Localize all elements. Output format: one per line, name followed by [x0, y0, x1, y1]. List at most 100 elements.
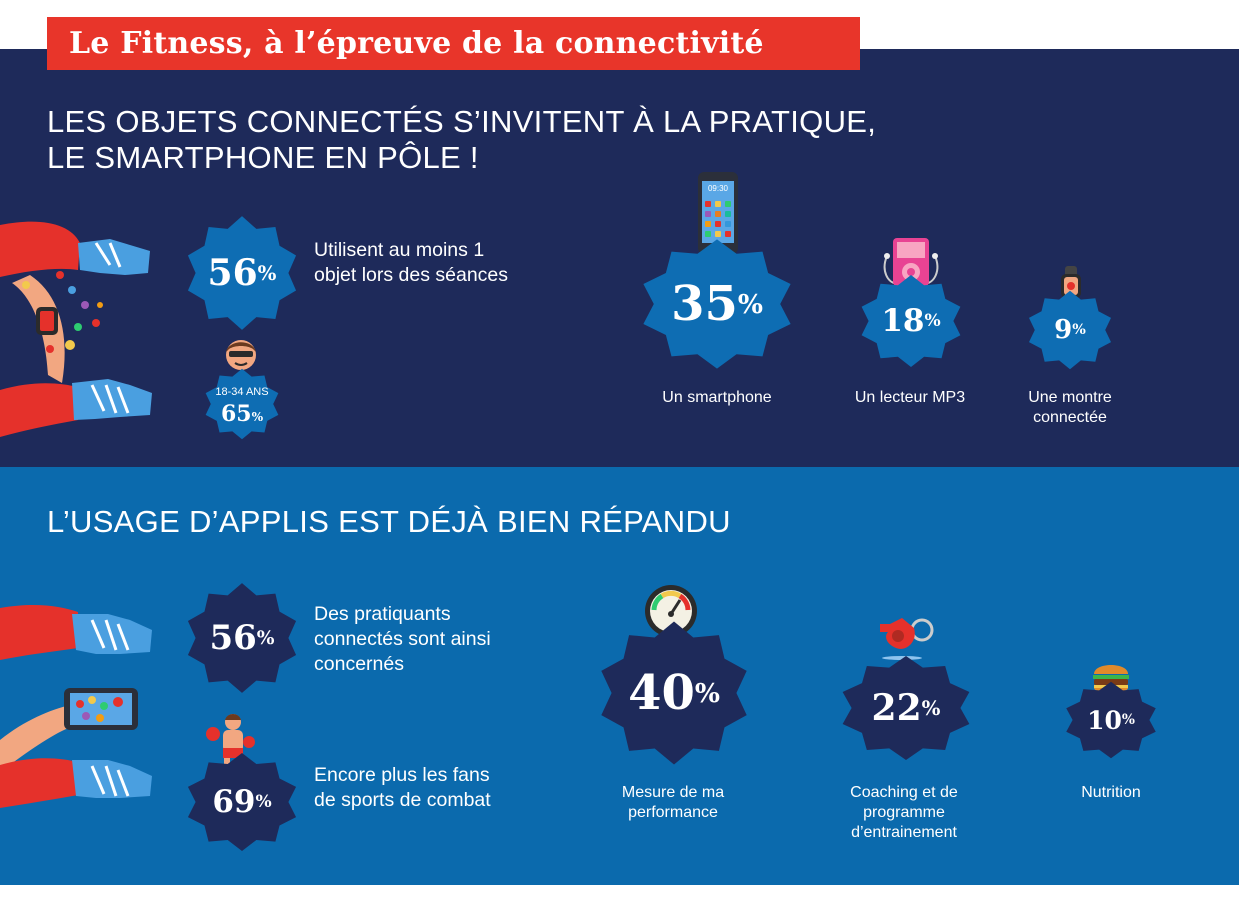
- stat-unit: %: [255, 792, 272, 812]
- device-burst-smartphone: 35%: [638, 238, 796, 370]
- phone-time: 09:30: [708, 184, 729, 193]
- use-label-performance: Mesure de ma performance: [594, 783, 752, 823]
- runner-arm-illustration: [0, 221, 152, 437]
- stat-description-line1: Des pratiquants: [314, 603, 451, 625]
- use-label-coaching: Coaching et de programme d’entrainement: [822, 783, 986, 843]
- starburst-polygon: [643, 239, 791, 369]
- title-banner: Le Fitness, à l’épreuve de la connectivi…: [47, 17, 860, 70]
- stat-value: 69%: [184, 752, 300, 852]
- use-burst-coaching: 22%: [838, 655, 974, 761]
- section1-heading: LES OBJETS CONNECTÉS S’INVITENT À LA PRA…: [47, 104, 876, 176]
- burst-shape: [842, 656, 970, 760]
- page-title: Le Fitness, à l’épreuve de la connectivi…: [69, 26, 764, 61]
- device-label-mp3: Un lecteur MP3: [830, 388, 990, 408]
- use-burst-nutrition: 10%: [1063, 681, 1159, 759]
- stat-unit: %: [1072, 322, 1086, 338]
- stat-number: 65: [220, 400, 252, 427]
- burst-shape: [187, 583, 297, 693]
- stat-value: 22%: [838, 655, 974, 761]
- burst-shape: [1066, 681, 1156, 759]
- label-line1: Un smartphone: [662, 389, 772, 406]
- stat-value: 9%: [1026, 290, 1114, 370]
- stat-number: 18: [881, 303, 925, 339]
- burst-shape: [601, 621, 747, 765]
- label-line1: Un lecteur MP3: [854, 389, 966, 406]
- section2-heading: L’USAGE D’APPLIS EST DÉJÀ BIEN RÉPANDU: [47, 504, 731, 539]
- starburst-polygon: [205, 368, 279, 440]
- starburst-polygon: [187, 753, 297, 851]
- use-burst-performance: 40%: [596, 620, 752, 766]
- stat-unit: %: [924, 311, 941, 331]
- device-burst-watch: 9%: [1026, 290, 1114, 370]
- stat-value: 18%: [858, 274, 964, 368]
- stat-number: 35: [671, 276, 738, 332]
- stat-unit: %: [694, 677, 720, 709]
- stat-value: 10%: [1063, 681, 1159, 759]
- stat-burst-65: 18-34 ANS 65%: [203, 368, 281, 440]
- age-label: 18-34 ANS: [215, 385, 269, 398]
- stat-number: 22: [871, 687, 922, 729]
- stat-number: 69: [212, 784, 256, 820]
- starburst-polygon: [187, 216, 297, 330]
- burst-shape: [187, 753, 297, 851]
- stat-description-line2: de sports de combat: [314, 789, 491, 811]
- stat-unit: %: [256, 627, 275, 649]
- stat-unit: %: [1121, 712, 1135, 728]
- burst-shape: [861, 274, 961, 368]
- runner-phone-illustration: [0, 605, 152, 808]
- stat-unit: %: [737, 288, 763, 320]
- stat-value: 35%: [638, 238, 796, 370]
- stat-description-line2: connectés sont ainsi: [314, 628, 491, 650]
- label-line1: Nutrition: [1081, 784, 1141, 801]
- mp3-player-icon: [883, 238, 939, 286]
- stat-number: 56: [209, 618, 257, 658]
- stat-description-line1: Encore plus les fans: [314, 764, 490, 786]
- stat-unit: %: [257, 261, 277, 285]
- burst-shape: [187, 216, 297, 330]
- starburst-polygon: [842, 656, 970, 760]
- stat-description: Utilisent au moins 1 objet lors des séan…: [314, 238, 508, 288]
- stat-value: 18-34 ANS 65%: [203, 368, 281, 440]
- label-line3: d’entrainement: [851, 824, 957, 841]
- stat-description-line3: concernés: [314, 653, 404, 675]
- device-label-watch: Une montre connectée: [1000, 388, 1140, 428]
- stat-value: 40%: [596, 620, 752, 766]
- use-label-nutrition: Nutrition: [1040, 783, 1182, 803]
- speedometer-icon: [645, 585, 697, 637]
- starburst-polygon: [861, 274, 961, 368]
- label-line2: programme: [863, 804, 945, 821]
- device-burst-mp3: 18%: [858, 274, 964, 368]
- stat-number: 40: [628, 665, 695, 721]
- starburst-polygon: [601, 621, 747, 765]
- stat-unit: %: [251, 409, 264, 424]
- stat-description-line1: Utilisent au moins 1: [314, 239, 485, 261]
- label-line1: Une montre: [1028, 389, 1112, 406]
- stat-description: Des pratiquants connectés sont ainsi con…: [314, 602, 491, 677]
- device-label-smartphone: Un smartphone: [630, 388, 804, 408]
- stat-unit: %: [921, 696, 941, 720]
- young-character-icon: [226, 340, 256, 370]
- burst-shape: [643, 239, 791, 369]
- starburst-polygon: [1028, 290, 1112, 370]
- burst-shape: [205, 368, 279, 440]
- label-line1: Coaching et de: [850, 784, 958, 801]
- label-line2: connectée: [1033, 409, 1107, 426]
- burst-shape: [1028, 290, 1112, 370]
- label-line1: Mesure de ma: [621, 784, 725, 801]
- stat-number: 9: [1054, 315, 1073, 345]
- label-line2: performance: [628, 804, 718, 821]
- whistle-icon: [880, 618, 934, 660]
- section1-heading-line2: LE SMARTPHONE EN PÔLE !: [47, 140, 479, 175]
- stat-burst-56-apps: 56%: [184, 582, 300, 694]
- stat-number: 10: [1087, 705, 1122, 735]
- stat-description-line2: objet lors des séances: [314, 264, 509, 286]
- stat-burst-56: 56%: [184, 215, 300, 331]
- stat-value: 56%: [184, 215, 300, 331]
- stat-burst-69: 69%: [184, 752, 300, 852]
- section1-heading-line1: LES OBJETS CONNECTÉS S’INVITENT À LA PRA…: [47, 104, 877, 139]
- starburst-polygon: [1066, 681, 1156, 759]
- stat-value: 56%: [184, 582, 300, 694]
- starburst-polygon: [187, 583, 297, 693]
- stat-number: 56: [207, 252, 258, 294]
- stat-description: Encore plus les fans de sports de combat: [314, 763, 491, 813]
